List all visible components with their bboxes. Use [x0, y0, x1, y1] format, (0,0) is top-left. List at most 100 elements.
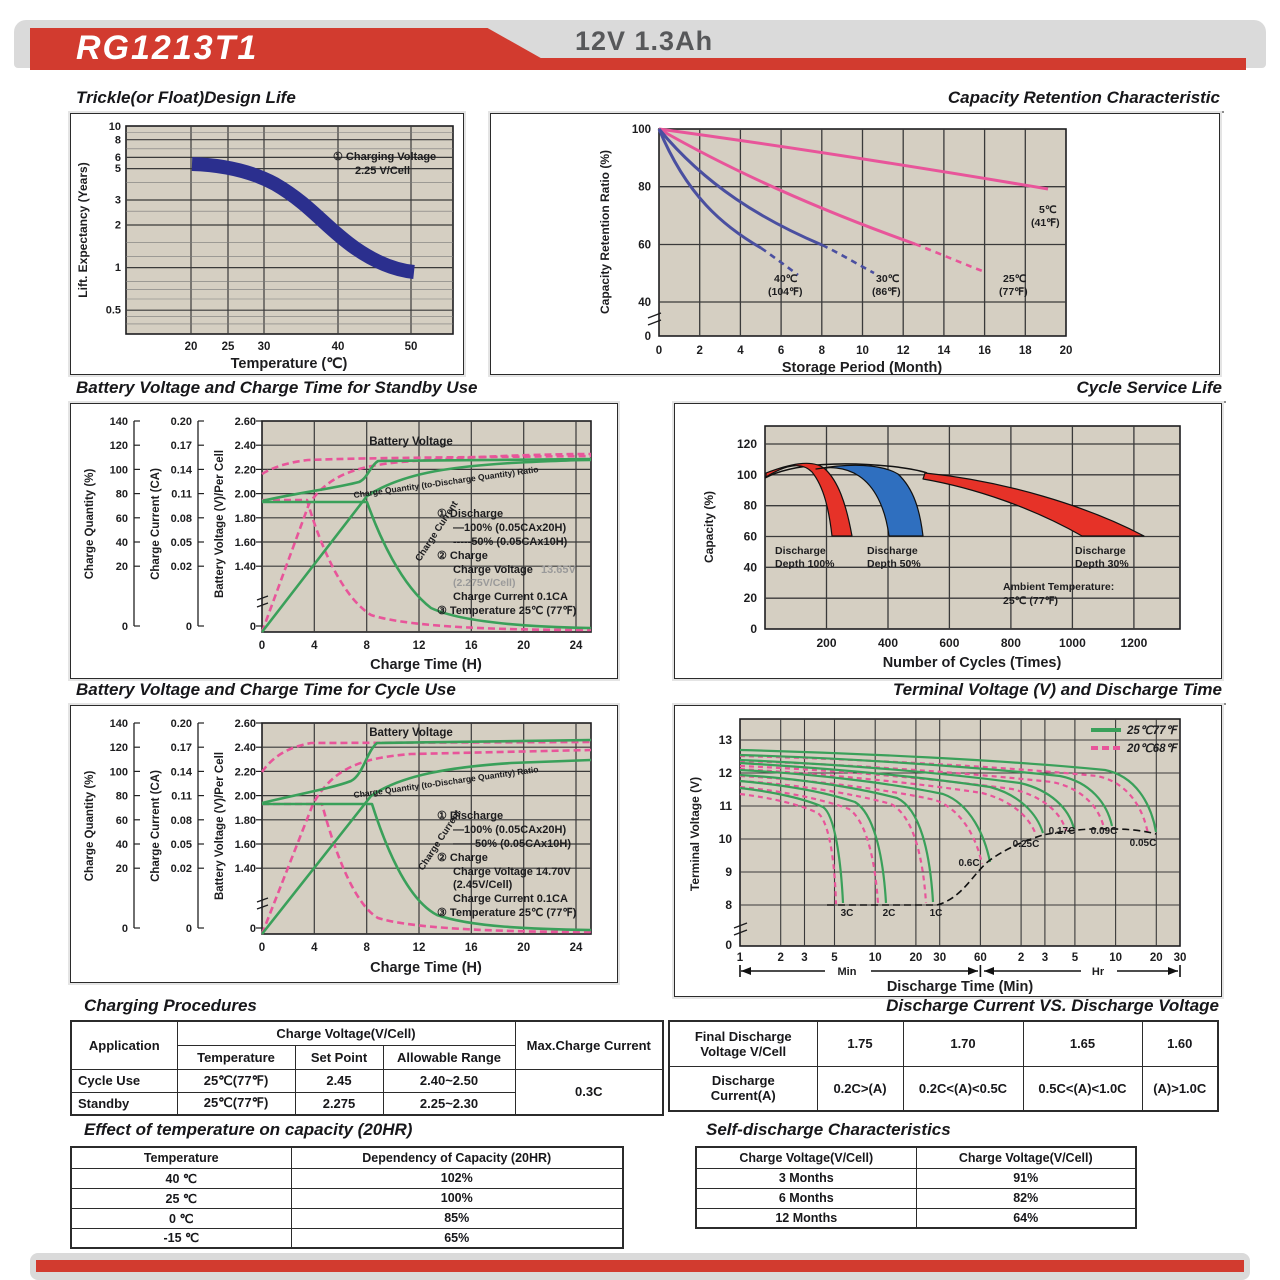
svg-text:80: 80 [116, 489, 128, 501]
svg-text:60: 60 [116, 513, 128, 525]
svg-text:800: 800 [1001, 636, 1021, 650]
svg-text:20: 20 [1060, 345, 1073, 357]
table-cell: Application [70, 1020, 178, 1070]
svg-text:1.60: 1.60 [235, 839, 256, 851]
section-title-cycle-life: Cycle Service Life [674, 378, 1226, 403]
svg-text:0: 0 [250, 621, 256, 633]
svg-text:1.40: 1.40 [235, 561, 256, 573]
svg-text:Charge Quantity (%): Charge Quantity (%) [84, 771, 96, 882]
svg-text:8: 8 [115, 135, 121, 147]
svg-text:0.11: 0.11 [171, 489, 192, 501]
svg-text:0.05: 0.05 [171, 537, 192, 549]
svg-text:① Discharge: ① Discharge [437, 508, 503, 520]
svg-text:Depth 50%: Depth 50% [867, 558, 921, 570]
battery-spec: 12V 1.3Ah [575, 26, 714, 56]
svg-text:12: 12 [719, 766, 733, 780]
table-cell: 0.5C<(A)<1.0C [1022, 1065, 1143, 1112]
section-title-self-discharge: Self-discharge Characteristics [706, 1120, 951, 1139]
svg-text:80: 80 [744, 499, 758, 513]
svg-text:2.40: 2.40 [235, 440, 256, 452]
svg-text:Charge Voltage: Charge Voltage [453, 564, 533, 576]
table-cell: Temperature [70, 1146, 292, 1169]
panel-capacity-retention: 100 80 60 40 0 0 2 4 6 8 10 12 14 16 18 20 40℃ (104℉) 30℃(… [488, 111, 1222, 377]
table-cell: -15 ℃ [70, 1227, 292, 1249]
svg-text:0.17: 0.17 [171, 440, 192, 452]
svg-text:0.14: 0.14 [171, 766, 193, 778]
svg-text:② Charge: ② Charge [437, 550, 488, 562]
svg-text:13: 13 [719, 733, 733, 747]
svg-text:8: 8 [363, 942, 370, 954]
svg-text:3: 3 [115, 195, 121, 207]
svg-text:0.11: 0.11 [171, 791, 192, 803]
svg-text:24: 24 [570, 640, 583, 652]
svg-text:0.20: 0.20 [171, 718, 192, 730]
svg-text:Charge Current 0.1CA: Charge Current 0.1CA [453, 591, 568, 603]
svg-text:100: 100 [110, 464, 128, 476]
svg-text:8: 8 [363, 640, 370, 652]
section-title-charging-procedures: Charging Procedures [84, 996, 257, 1015]
table-cell: Standby [70, 1091, 178, 1116]
svg-text:2.20: 2.20 [235, 464, 256, 476]
svg-text:25: 25 [222, 341, 235, 353]
panel-standby-charge: 140 120 100 80 60 40 20 0 0.20 0.17 0.14 0.11 0.08 0.… [68, 401, 620, 681]
svg-text:120: 120 [110, 440, 128, 452]
svg-text:Discharge: Discharge [1075, 545, 1126, 557]
svg-text:0.6C: 0.6C [958, 858, 979, 869]
svg-text:2: 2 [777, 952, 783, 964]
section-title-cycle-use: Battery Voltage and Charge Time for Cycl… [70, 680, 616, 705]
cell-line: Voltage V/Cell [700, 1043, 787, 1059]
svg-text:5: 5 [831, 952, 838, 964]
svg-text:600: 600 [939, 636, 959, 650]
svg-text:120: 120 [110, 742, 128, 754]
svg-text:0.08: 0.08 [171, 815, 192, 827]
table-cell: Charge Voltage(V/Cell) [176, 1020, 516, 1046]
svg-text:18: 18 [1019, 345, 1032, 357]
svg-text:0.17: 0.17 [171, 742, 192, 754]
temp-capacity-table: Temperature Dependency of Capacity (20HR… [70, 1146, 624, 1249]
svg-text:20: 20 [517, 640, 530, 652]
table-cell: 0.3C [514, 1068, 664, 1116]
svg-text:0.05: 0.05 [171, 839, 192, 851]
svg-text:0: 0 [186, 621, 192, 633]
svg-text:140: 140 [110, 416, 128, 428]
svg-text:0: 0 [250, 923, 256, 935]
svg-text:10: 10 [869, 952, 882, 964]
svg-text:0: 0 [645, 331, 651, 343]
svg-text:1200: 1200 [1121, 636, 1148, 650]
svg-text:40: 40 [332, 341, 345, 353]
svg-text:Storage Period (Month): Storage Period (Month) [782, 360, 942, 374]
svg-text:Terminal Voltage (V): Terminal Voltage (V) [688, 777, 702, 891]
svg-text:1000: 1000 [1059, 636, 1086, 650]
table-cell: 100% [290, 1187, 624, 1209]
svg-text:30: 30 [258, 341, 271, 353]
svg-text:14: 14 [938, 345, 951, 357]
svg-text:5: 5 [115, 163, 121, 175]
table-cell: 2.275 [294, 1091, 384, 1116]
table-cell: 2.45 [294, 1068, 384, 1093]
svg-text:0: 0 [122, 923, 128, 935]
svg-text:0: 0 [656, 345, 662, 357]
svg-text:400: 400 [878, 636, 898, 650]
svg-text:20: 20 [744, 591, 758, 605]
svg-text:2.20: 2.20 [235, 766, 256, 778]
svg-text:3: 3 [1042, 952, 1048, 964]
svg-text:1: 1 [115, 262, 121, 274]
svg-text:0.09C: 0.09C [1091, 826, 1118, 837]
svg-text:Ambient Temperature:: Ambient Temperature: [1003, 581, 1114, 593]
table-cell: 2.40~2.50 [382, 1068, 516, 1093]
svg-text:(2.275V/Cell): (2.275V/Cell) [453, 577, 515, 589]
svg-text:1.60: 1.60 [235, 537, 256, 549]
svg-text:③ Temperature 25℃ (77℉): ③ Temperature 25℃ (77℉) [437, 605, 577, 617]
svg-text:4: 4 [311, 640, 318, 652]
section-title-standby: Battery Voltage and Charge Time for Stan… [70, 378, 616, 403]
svg-text:16: 16 [978, 345, 991, 357]
svg-text:0: 0 [259, 942, 265, 954]
svg-text:8: 8 [725, 898, 732, 912]
svg-text:③ Temperature 25℃ (77℉): ③ Temperature 25℃ (77℉) [437, 907, 577, 919]
svg-text:2: 2 [1018, 952, 1024, 964]
svg-text:0: 0 [259, 640, 265, 652]
svg-text:Min: Min [838, 966, 857, 978]
svg-text:Charge Quantity (%): Charge Quantity (%) [84, 469, 96, 580]
svg-text:30℃: 30℃ [876, 273, 900, 285]
